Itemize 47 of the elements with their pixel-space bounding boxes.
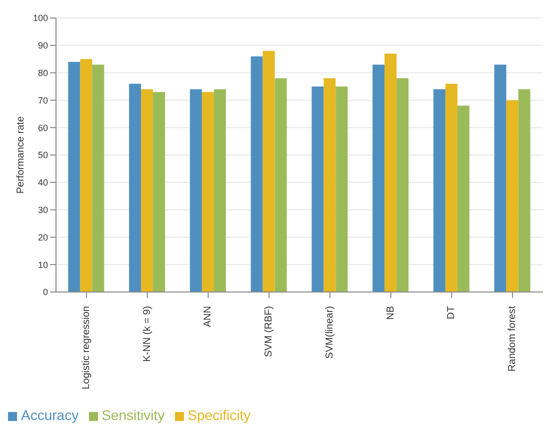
y-tick-label: 70 bbox=[38, 95, 48, 106]
y-tick-label: 50 bbox=[38, 150, 48, 160]
bar bbox=[396, 78, 409, 292]
bar bbox=[336, 86, 348, 292]
x-tick-label: NB bbox=[385, 306, 396, 320]
y-tick-label: 60 bbox=[38, 122, 48, 133]
bar bbox=[372, 64, 385, 292]
legend-label: Specificity bbox=[188, 407, 251, 423]
bar bbox=[433, 89, 446, 292]
bar bbox=[141, 89, 154, 292]
bar bbox=[457, 106, 470, 292]
y-axis-title: Performance rate bbox=[16, 116, 27, 194]
bar bbox=[324, 78, 336, 292]
legend-label: Sensitivity bbox=[102, 407, 165, 423]
legend-label: Accuracy bbox=[21, 407, 79, 423]
y-tick-label: 80 bbox=[38, 68, 48, 78]
y-tick-label: 10 bbox=[38, 260, 48, 270]
bar bbox=[445, 84, 458, 292]
bar bbox=[92, 64, 104, 292]
bar bbox=[262, 50, 275, 292]
bar bbox=[202, 92, 214, 292]
x-tick-label: K-NN (k = 9) bbox=[142, 306, 153, 362]
bar bbox=[312, 86, 324, 292]
bar bbox=[518, 89, 530, 292]
bar bbox=[250, 56, 263, 292]
x-tick-label: SVM (RBF) bbox=[264, 306, 275, 358]
bar bbox=[80, 59, 92, 292]
bar bbox=[190, 89, 202, 292]
bar bbox=[129, 84, 142, 292]
bar bbox=[506, 100, 518, 292]
bar bbox=[214, 89, 226, 292]
y-tick-label: 0 bbox=[42, 287, 48, 298]
x-tick-label: Random forest bbox=[507, 306, 518, 372]
x-tick-label: DT bbox=[446, 306, 458, 320]
x-tick-label: SVM(linear) bbox=[324, 306, 336, 359]
y-tick-label: 30 bbox=[38, 204, 48, 215]
y-tick-label: 100 bbox=[32, 13, 48, 24]
bar bbox=[384, 54, 397, 292]
bar bbox=[68, 62, 80, 292]
bar bbox=[153, 92, 166, 292]
bar bbox=[274, 78, 287, 292]
x-tick-label: ANN bbox=[202, 306, 214, 328]
y-tick-label: 90 bbox=[38, 40, 48, 51]
y-tick-label: 20 bbox=[38, 232, 48, 242]
x-tick-label: Logistic regression bbox=[80, 306, 92, 390]
bar bbox=[494, 64, 506, 292]
y-tick-label: 40 bbox=[38, 178, 48, 188]
